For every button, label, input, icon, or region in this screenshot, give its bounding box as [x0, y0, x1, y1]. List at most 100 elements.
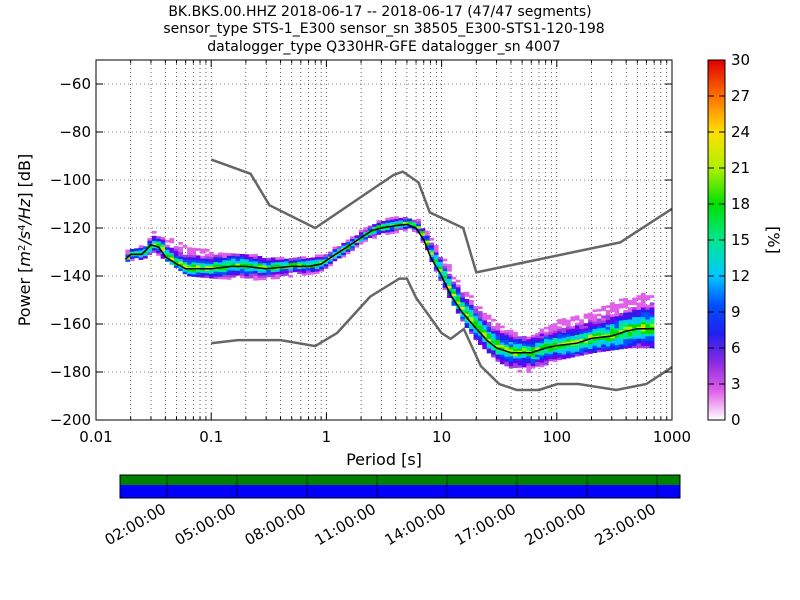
heatmap-cell: [275, 271, 280, 275]
heatmap-cell: [508, 358, 514, 362]
heatmap-cell: [477, 318, 483, 322]
heatmap-cell: [535, 354, 540, 358]
heatmap-cell: [231, 267, 236, 271]
heatmap-cell: [610, 345, 615, 349]
heatmap-cell: [601, 329, 606, 333]
heatmap-cell: [557, 347, 562, 351]
x-tick-label: 1000: [653, 428, 691, 446]
heatmap-cell: [310, 269, 316, 273]
heatmap-cell: [138, 257, 144, 260]
heatmap-cell: [513, 334, 518, 337]
heatmap-cell: [372, 233, 377, 237]
heatmap-cell: [231, 253, 236, 257]
heatmap-cell: [398, 227, 404, 231]
colorbar-tick-label: 3: [731, 375, 741, 393]
heatmap-cell: [433, 256, 439, 260]
heatmap-cell: [438, 268, 443, 272]
heatmap-cell: [191, 254, 197, 258]
heatmap-cell: [610, 321, 615, 325]
heatmap-cell: [513, 358, 518, 361]
heatmap-cell: [548, 348, 554, 352]
heatmap-cell: [257, 258, 263, 262]
heatmap-cell: [314, 271, 320, 274]
heatmap-cell: [627, 336, 633, 339]
heatmap-cell: [574, 339, 580, 343]
heatmap-cell: [345, 249, 351, 252]
heatmap-cell: [614, 304, 620, 307]
heatmap-cell: [420, 230, 426, 234]
heatmap-cell: [583, 342, 589, 346]
heatmap-cell: [385, 229, 391, 233]
heatmap-cell: [614, 323, 620, 326]
heatmap-cell: [543, 360, 549, 364]
heatmap-cell: [570, 345, 576, 348]
heatmap-cell: [231, 272, 236, 276]
heatmap-cell: [618, 322, 624, 326]
heatmap-cell: [495, 327, 501, 331]
heatmap-cell: [336, 253, 342, 257]
heatmap-cell: [284, 270, 289, 274]
heatmap-cell: [301, 270, 307, 274]
heatmap-cell: [596, 337, 602, 341]
heatmap-cell: [319, 268, 324, 272]
heatmap-cell: [574, 325, 580, 328]
heatmap-cell: [552, 332, 558, 336]
heatmap-cell: [288, 262, 294, 266]
heatmap-cell: [627, 319, 633, 322]
heatmap-cell: [566, 336, 571, 340]
heatmap-cell: [614, 318, 620, 322]
heatmap-cell: [482, 320, 488, 323]
heatmap-cell: [469, 314, 474, 318]
heatmap-cell: [239, 273, 245, 276]
heatmap-cell: [543, 357, 549, 361]
heatmap-cell: [187, 254, 192, 258]
heatmap-cell: [530, 365, 536, 369]
heatmap-cell: [623, 302, 629, 306]
heatmap-cell: [583, 352, 589, 355]
heatmap-cell: [473, 329, 479, 333]
heatmap-cell: [557, 335, 562, 339]
heatmap-cell: [455, 291, 461, 295]
heatmap-cell: [632, 307, 637, 310]
heatmap-cell: [469, 304, 474, 308]
heatmap-cell: [301, 265, 307, 269]
heatmap-cell: [504, 330, 510, 333]
heatmap-cell: [517, 355, 523, 359]
heatmap-cell: [235, 253, 241, 257]
heatmap-cell: [588, 341, 593, 345]
heatmap-cell: [469, 316, 474, 320]
heatmap-cell: [138, 247, 144, 251]
heatmap-cell: [596, 323, 602, 326]
heatmap-cell: [521, 350, 527, 354]
heatmap-cell: [222, 269, 228, 273]
heatmap-cell: [570, 347, 576, 351]
heatmap-cell: [636, 326, 642, 330]
heatmap-cell: [226, 253, 232, 256]
heatmap-cell: [543, 338, 549, 342]
heatmap-cell: [504, 351, 510, 355]
heatmap-cell: [645, 328, 651, 332]
heatmap-cell: [270, 262, 276, 265]
heatmap-cell: [222, 252, 228, 256]
heatmap-cell: [526, 341, 532, 345]
heatmap-cell: [429, 249, 435, 253]
heatmap-cell: [178, 258, 183, 262]
heatmap-cell: [464, 291, 470, 295]
heatmap-cell: [262, 270, 267, 273]
heatmap-cell: [257, 267, 263, 271]
heatmap-cell: [244, 261, 250, 265]
heatmap-cell: [200, 248, 206, 252]
heatmap-cell: [217, 259, 223, 263]
heatmap-cell: [632, 312, 637, 315]
heatmap-cell: [539, 340, 545, 344]
time-tick-label: 20:00:00: [522, 500, 589, 549]
heatmap-cell: [191, 257, 197, 261]
heatmap-cell: [178, 268, 183, 272]
heatmap-cell: [632, 316, 637, 320]
heatmap-cell: [235, 260, 241, 264]
heatmap-cell: [407, 225, 413, 229]
heatmap-cell: [310, 271, 316, 275]
heatmap-cell: [129, 248, 135, 252]
heatmap-cell: [623, 343, 629, 347]
heatmap-cell: [649, 307, 655, 310]
